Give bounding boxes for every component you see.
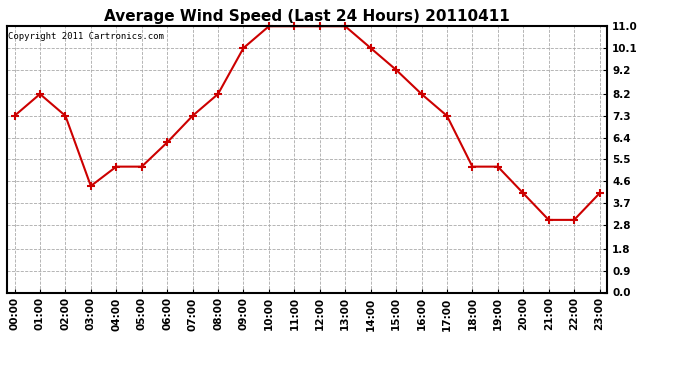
Title: Average Wind Speed (Last 24 Hours) 20110411: Average Wind Speed (Last 24 Hours) 20110… <box>104 9 510 24</box>
Text: Copyright 2011 Cartronics.com: Copyright 2011 Cartronics.com <box>8 32 164 40</box>
